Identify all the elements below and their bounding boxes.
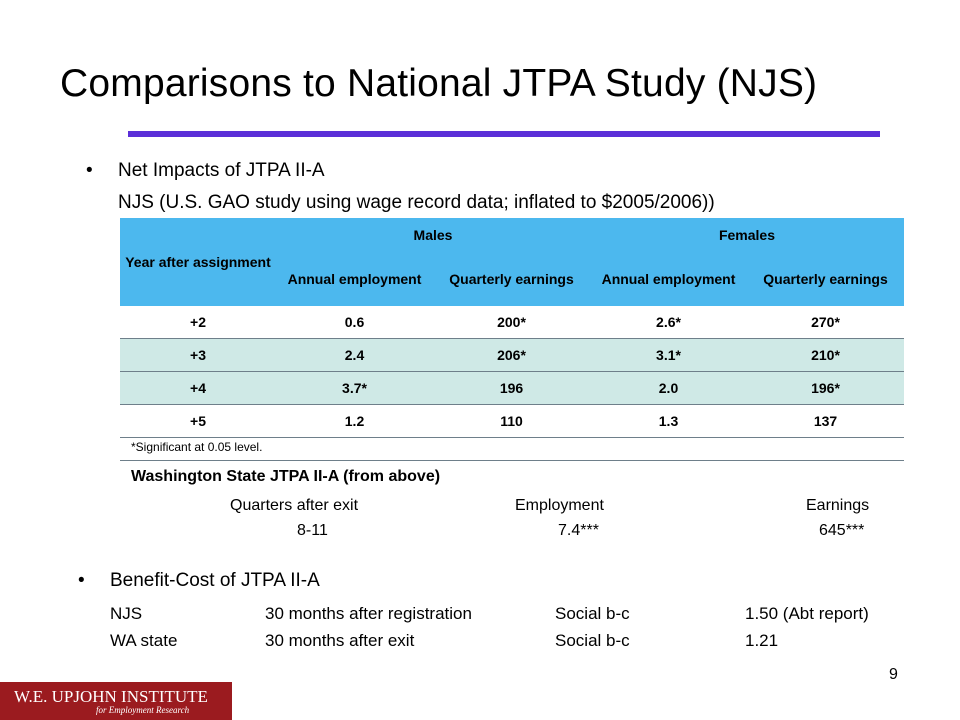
cell-females-employment: 3.1* (590, 338, 747, 372)
cell-females-earnings: 270* (747, 306, 904, 339)
cell-females-employment: 2.6* (590, 306, 747, 339)
bullet-net-impacts: • Net Impacts of JTPA II-A (86, 160, 325, 182)
bc-period-wa: 30 months after exit (265, 631, 415, 650)
bc-measure-njs: Social b-c (555, 604, 630, 623)
header-males-quarterly-earnings: Quarterly earnings (433, 252, 590, 306)
page-number: 9 (889, 666, 898, 683)
wa-header-employment: Employment (515, 497, 604, 514)
cell-year: +5 (120, 404, 276, 438)
bc-study-wa: WA state (110, 631, 178, 650)
cell-males-earnings: 206* (433, 338, 590, 372)
header-females-annual-employment: Annual employment (590, 252, 747, 306)
njs-impact-table: Year after assignment Males Females Annu… (120, 218, 904, 438)
wa-header-earnings: Earnings (806, 497, 870, 514)
table-row: +3 2.4 206* 3.1* 210* (120, 338, 904, 372)
cell-year: +3 (120, 338, 276, 372)
cell-females-employment: 1.3 (590, 404, 747, 438)
logo-title: W.E. UPJOHN INSTITUTE (14, 687, 208, 706)
significance-note: *Significant at 0.05 level. (131, 440, 263, 454)
cell-males-earnings: 196 (433, 371, 590, 405)
bullet-benefit-cost: • Benefit-Cost of JTPA II-A (78, 570, 320, 592)
cell-year: +2 (120, 306, 276, 339)
header-females-quarterly-earnings: Quarterly earnings (747, 252, 904, 306)
cell-females-earnings: 196* (747, 371, 904, 405)
cell-males-employment: 1.2 (276, 404, 433, 438)
njs-subtitle: NJS (U.S. GAO study using wage record da… (118, 192, 715, 213)
wa-value-quarters: 8-11 (297, 522, 328, 539)
table-row: +5 1.2 110 1.3 137 (120, 404, 904, 438)
bullet-dot: • (86, 160, 93, 181)
slide-title: Comparisons to National JTPA Study (NJS) (60, 62, 818, 105)
header-males-annual-employment: Annual employment (276, 252, 433, 306)
cell-females-earnings: 210* (747, 338, 904, 372)
table-row: +2 0.6 200* 2.6* 270* (120, 306, 904, 339)
header-males: Males (276, 218, 590, 252)
cell-females-employment: 2.0 (590, 371, 747, 405)
header-year-after-assignment: Year after assignment (120, 218, 276, 306)
upjohn-logo: W.E. UPJOHN INSTITUTE for Employment Res… (0, 682, 232, 720)
wa-value-earnings: 645*** (819, 522, 865, 539)
bc-study-njs: NJS (110, 604, 143, 623)
logo-subtitle: for Employment Research (96, 705, 190, 715)
cell-males-employment: 0.6 (276, 306, 433, 339)
wa-header-quarters: Quarters after exit (230, 497, 359, 514)
table-bottom-border (120, 460, 904, 461)
bc-measure-wa: Social b-c (555, 631, 630, 650)
bc-value-njs: 1.50 (Abt report) (745, 604, 869, 623)
cell-males-employment: 3.7* (276, 371, 433, 405)
bc-period-njs: 30 months after registration (265, 604, 472, 623)
bc-value-wa: 1.21 (745, 631, 779, 650)
bullet-text: Benefit-Cost of JTPA II-A (110, 570, 320, 591)
header-females: Females (590, 218, 904, 252)
bullet-text: Net Impacts of JTPA II-A (118, 160, 325, 181)
cell-females-earnings: 137 (747, 404, 904, 438)
table-row: +4 3.7* 196 2.0 196* (120, 371, 904, 405)
cell-males-earnings: 200* (433, 306, 590, 339)
cell-year: +4 (120, 371, 276, 405)
title-underline (128, 131, 880, 137)
wa-heading: Washington State JTPA II-A (from above) (131, 468, 441, 485)
wa-value-employment: 7.4*** (558, 522, 599, 539)
cell-males-earnings: 110 (433, 404, 590, 438)
cell-males-employment: 2.4 (276, 338, 433, 372)
bullet-dot: • (78, 570, 85, 591)
